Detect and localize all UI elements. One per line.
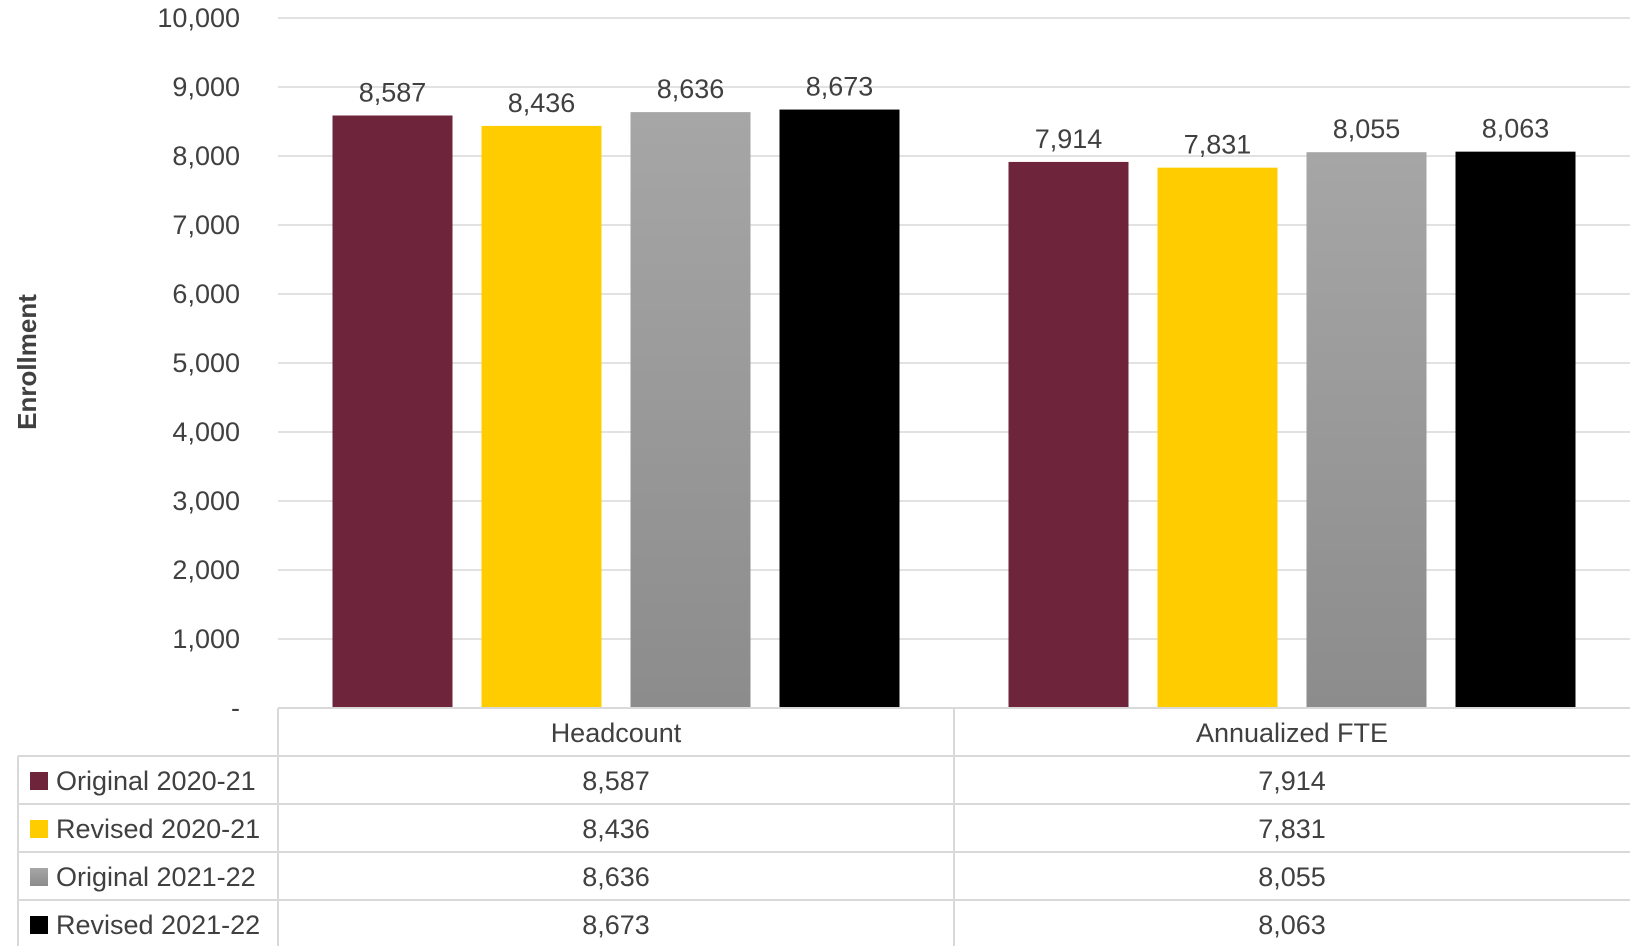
y-tick-label: - — [231, 693, 240, 723]
bar — [1157, 167, 1278, 708]
y-axis-label: Enrollment — [12, 294, 42, 430]
y-tick-label: 10,000 — [157, 3, 240, 33]
legend-label: Revised 2021-22 — [56, 910, 260, 940]
legend-key — [30, 868, 48, 886]
bar — [779, 109, 900, 709]
bars — [332, 109, 1576, 709]
legend-label: Original 2020-21 — [56, 766, 256, 796]
table-cell: 8,587 — [582, 766, 650, 796]
legend-key — [30, 820, 48, 838]
data-label: 8,436 — [508, 88, 576, 118]
table-cell: 8,055 — [1258, 862, 1326, 892]
data-label: 7,914 — [1035, 124, 1103, 154]
y-tick-label: 9,000 — [172, 72, 240, 102]
y-tick-label: 4,000 — [172, 417, 240, 447]
y-axis-ticks: - 1,000 2,000 3,000 4,000 5,000 6,000 7,000 8,00… — [157, 3, 240, 723]
legend-label: Revised 2020-21 — [56, 814, 260, 844]
bar — [1455, 151, 1576, 708]
y-tick-label: 3,000 — [172, 486, 240, 516]
table-cell: 8,636 — [582, 862, 650, 892]
data-label: 8,673 — [806, 72, 874, 102]
data-label: 8,636 — [657, 74, 725, 104]
data-labels: 8,587 8,436 8,636 8,673 7,914 7,831 8,055 8,063 — [359, 72, 1550, 160]
legend-label: Original 2021-22 — [56, 862, 256, 892]
table-cell: 7,831 — [1258, 814, 1326, 844]
data-label: 7,831 — [1184, 130, 1252, 160]
y-tick-label: 8,000 — [172, 141, 240, 171]
data-label: 8,063 — [1482, 114, 1550, 144]
data-table: Headcount Annualized FTE Original 2020-21 8… — [17, 707, 1630, 946]
table-cell: 8,673 — [582, 910, 650, 940]
table-header-cell: Annualized FTE — [1196, 718, 1388, 748]
y-tick-label: 5,000 — [172, 348, 240, 378]
table-cell: 7,914 — [1258, 766, 1326, 796]
data-label: 8,055 — [1333, 114, 1401, 144]
bar — [332, 115, 453, 708]
y-tick-label: 7,000 — [172, 210, 240, 240]
y-tick-label: 2,000 — [172, 555, 240, 585]
bar — [1306, 152, 1427, 708]
y-tick-label: 1,000 — [172, 624, 240, 654]
legend-key — [30, 916, 48, 934]
table-cell: 8,436 — [582, 814, 650, 844]
y-tick-label: 6,000 — [172, 279, 240, 309]
data-label: 8,587 — [359, 77, 427, 107]
bar — [1008, 161, 1129, 708]
bar — [481, 125, 602, 708]
legend-key — [30, 772, 48, 790]
table-header-cell: Headcount — [551, 718, 682, 748]
gridlines — [278, 17, 1630, 640]
bar — [630, 112, 751, 709]
table-cell: 8,063 — [1258, 910, 1326, 940]
